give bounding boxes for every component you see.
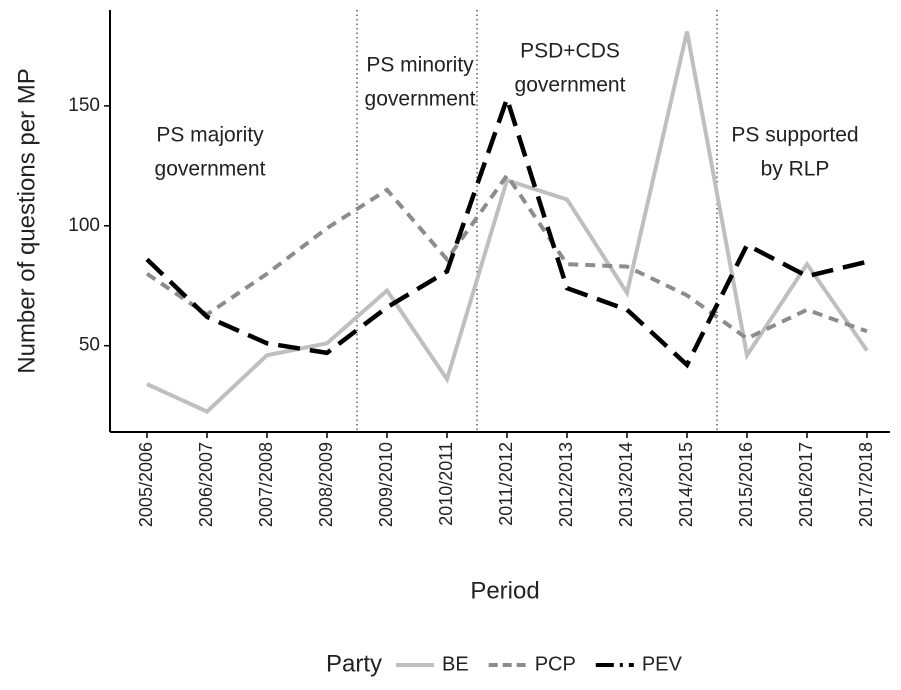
x-tick-label: 2010/2011	[436, 442, 456, 526]
x-tick-label: 2007/2008	[256, 442, 276, 527]
legend-label: PEV	[642, 653, 683, 675]
x-tick-label: 2013/2014	[616, 442, 636, 527]
legend-label: BE	[442, 653, 469, 675]
x-tick-label: 2008/2009	[316, 442, 336, 527]
series-line	[146, 31, 869, 414]
x-tick-label: 2015/2016	[736, 442, 756, 527]
x-tick-label: 2005/2006	[136, 442, 156, 527]
x-tick-label: 2017/2018	[856, 442, 876, 527]
annotation: PSD+CDS	[520, 40, 620, 63]
series-line	[145, 171, 868, 341]
x-tick-label: 2016/2017	[796, 442, 816, 527]
annotation: PS minority	[366, 54, 474, 77]
annotation: government	[155, 158, 266, 181]
y-axis-label: Number of questions per MP	[13, 68, 40, 373]
x-tick-label: 2006/2007	[196, 442, 216, 527]
x-axis-label: Period	[470, 577, 539, 604]
x-tick-label: 2011/2012	[496, 442, 516, 526]
series-line	[145, 91, 868, 369]
annotation: by RLP	[761, 158, 830, 181]
annotation: government	[365, 88, 476, 111]
y-tick-label: 100	[68, 215, 100, 236]
annotation: government	[515, 74, 626, 97]
annotation: PS majority	[156, 124, 264, 147]
y-tick-label: 150	[68, 95, 100, 116]
annotation: PS supported	[731, 124, 858, 147]
legend-label: PCP	[535, 653, 576, 675]
legend-title: Party	[326, 650, 382, 677]
y-tick-label: 50	[79, 335, 100, 356]
x-tick-label: 2009/2010	[376, 442, 396, 527]
x-tick-label: 2014/2015	[676, 442, 696, 527]
x-tick-label: 2012/2013	[556, 442, 576, 527]
